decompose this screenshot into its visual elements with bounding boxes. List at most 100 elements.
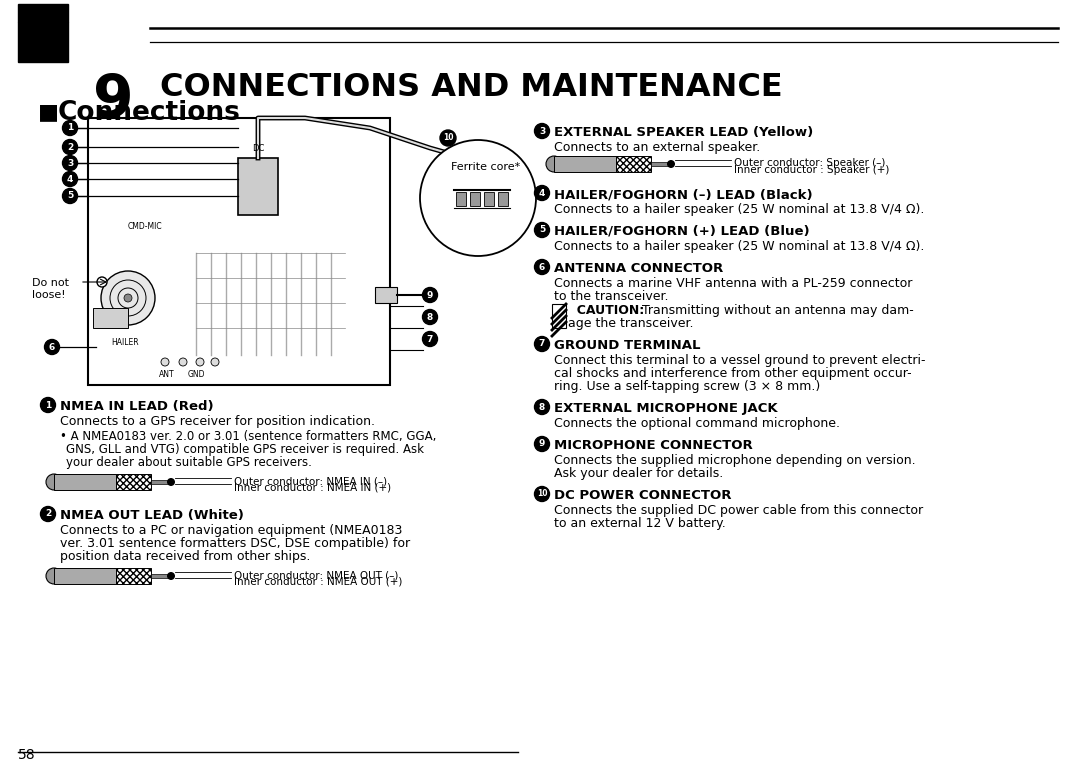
Text: NMEA OUT LEAD (White): NMEA OUT LEAD (White) [60, 509, 244, 522]
Bar [456, 192, 465, 206]
Text: MICROPHONE CONNECTOR: MICROPHONE CONNECTOR [554, 439, 753, 452]
Circle shape [167, 572, 175, 580]
Text: Connects to a PC or navigation equipment (NMEA0183: Connects to a PC or navigation equipment… [60, 524, 403, 537]
Text: Ferrite core*: Ferrite core* [451, 162, 521, 172]
Text: GROUND TERMINAL: GROUND TERMINAL [554, 339, 701, 352]
Bar [552, 304, 566, 328]
Text: to an external 12 V battery.: to an external 12 V battery. [554, 517, 726, 530]
Text: Connect this terminal to a vessel ground to prevent electri-: Connect this terminal to a vessel ground… [554, 354, 926, 367]
Bar [151, 574, 171, 578]
Bar [18, 22, 68, 62]
Text: 1: 1 [67, 123, 73, 133]
Text: Connects the optional command microphone.: Connects the optional command microphone… [554, 417, 840, 430]
Text: Connects to a GPS receiver for position indication.: Connects to a GPS receiver for position … [60, 415, 375, 428]
Bar [54, 568, 139, 584]
Text: Inner conductor : Speaker (+): Inner conductor : Speaker (+) [734, 165, 889, 175]
Text: Inner conductor : NMEA OUT (+): Inner conductor : NMEA OUT (+) [234, 577, 403, 587]
Circle shape [535, 185, 550, 200]
Bar [87, 118, 390, 385]
Circle shape [195, 358, 204, 366]
Text: NMEA IN LEAD (Red): NMEA IN LEAD (Red) [60, 400, 214, 413]
Text: Connects to a hailer speaker (25 W nominal at 13.8 V/4 Ω).: Connects to a hailer speaker (25 W nomin… [554, 240, 924, 253]
Text: ANTENNA CONNECTOR: ANTENNA CONNECTOR [554, 262, 724, 275]
Text: 5: 5 [67, 191, 73, 200]
Bar [484, 192, 494, 206]
Circle shape [535, 223, 550, 238]
Text: age the transceiver.: age the transceiver. [568, 317, 693, 330]
Circle shape [179, 358, 187, 366]
Circle shape [63, 188, 78, 203]
Text: 5: 5 [539, 226, 545, 235]
Text: position data received from other ships.: position data received from other ships. [60, 550, 310, 563]
Bar [375, 287, 397, 303]
Bar [116, 568, 151, 584]
Text: Connects the supplied microphone depending on version.: Connects the supplied microphone dependi… [554, 454, 916, 467]
Bar [498, 192, 508, 206]
Circle shape [440, 130, 456, 146]
Circle shape [211, 358, 219, 366]
Circle shape [63, 171, 78, 187]
Text: 9: 9 [427, 290, 433, 299]
Circle shape [44, 340, 59, 354]
Bar [54, 474, 139, 490]
Text: Transmitting without an antenna may dam-: Transmitting without an antenna may dam- [638, 304, 914, 317]
Text: your dealer about suitable GPS receivers.: your dealer about suitable GPS receivers… [66, 456, 312, 469]
Circle shape [124, 294, 132, 302]
Text: 1: 1 [45, 401, 51, 409]
Text: EXTERNAL MICROPHONE JACK: EXTERNAL MICROPHONE JACK [554, 402, 778, 415]
Circle shape [422, 309, 437, 325]
Circle shape [422, 287, 437, 303]
Text: 2: 2 [45, 510, 51, 518]
Text: HAILER/FOGHORN (–) LEAD (Black): HAILER/FOGHORN (–) LEAD (Black) [554, 188, 812, 201]
Text: 8: 8 [427, 312, 433, 322]
Text: DC: DC [252, 144, 265, 153]
Circle shape [420, 140, 536, 256]
Circle shape [161, 358, 168, 366]
Text: 8: 8 [539, 402, 545, 411]
Circle shape [535, 260, 550, 274]
Circle shape [546, 156, 562, 172]
Circle shape [535, 437, 550, 452]
Text: 3: 3 [67, 158, 73, 168]
Circle shape [63, 155, 78, 171]
Circle shape [41, 398, 55, 412]
Circle shape [97, 277, 107, 287]
Circle shape [535, 337, 550, 351]
Text: cal shocks and interference from other equipment occur-: cal shocks and interference from other e… [554, 367, 912, 380]
Text: 10: 10 [443, 133, 454, 142]
Circle shape [535, 399, 550, 415]
Circle shape [535, 123, 550, 139]
Bar [554, 156, 639, 172]
Circle shape [667, 160, 675, 168]
Text: EXTERNAL SPEAKER LEAD (Yellow): EXTERNAL SPEAKER LEAD (Yellow) [554, 126, 813, 139]
Text: Outer conductor: NMEA IN (–): Outer conductor: NMEA IN (–) [234, 476, 387, 486]
Text: 6: 6 [49, 342, 55, 351]
Bar [616, 156, 651, 172]
Text: 9: 9 [539, 440, 545, 449]
Text: 58: 58 [18, 748, 36, 762]
Text: Outer conductor: NMEA OUT (–): Outer conductor: NMEA OUT (–) [234, 570, 399, 580]
Text: 3: 3 [539, 126, 545, 136]
Text: CMD-MIC: CMD-MIC [127, 222, 162, 231]
Text: 6: 6 [539, 262, 545, 271]
Bar [651, 162, 671, 166]
Text: 4: 4 [539, 188, 545, 197]
Circle shape [167, 478, 175, 486]
Text: ANT: ANT [159, 370, 175, 379]
Bar [93, 308, 129, 328]
Text: 10: 10 [537, 489, 548, 498]
Bar [116, 474, 151, 490]
Text: Inner conductor : NMEA IN (+): Inner conductor : NMEA IN (+) [234, 483, 391, 493]
Text: Connections: Connections [58, 100, 241, 126]
Circle shape [422, 331, 437, 347]
Bar [470, 192, 480, 206]
Circle shape [63, 120, 78, 136]
Circle shape [63, 139, 78, 155]
Text: ring. Use a self-tapping screw (3 × 8 mm.): ring. Use a self-tapping screw (3 × 8 mm… [554, 380, 820, 393]
Text: 9: 9 [93, 72, 134, 129]
Text: loose!: loose! [32, 290, 66, 300]
Text: Do not: Do not [32, 278, 69, 288]
Text: Connects to an external speaker.: Connects to an external speaker. [554, 141, 760, 154]
Text: DC POWER CONNECTOR: DC POWER CONNECTOR [554, 489, 731, 502]
Text: 7: 7 [427, 335, 433, 344]
